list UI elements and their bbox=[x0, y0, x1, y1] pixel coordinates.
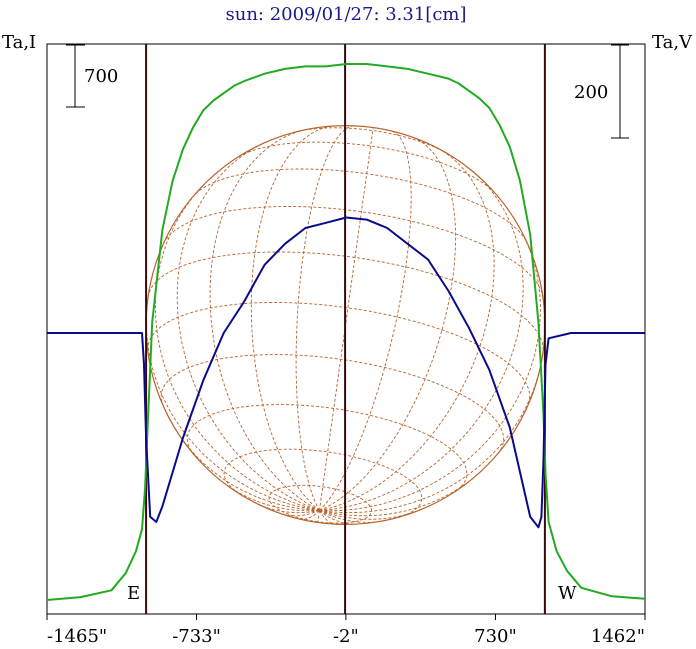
disk-meridian bbox=[319, 231, 541, 512]
disk-meridian bbox=[319, 136, 456, 512]
disk-parallel bbox=[186, 404, 468, 492]
disk-meridian bbox=[295, 125, 355, 511]
x-tick-label: 730" bbox=[474, 626, 517, 647]
solar-disk-grid bbox=[145, 124, 546, 526]
disk-meridian bbox=[176, 140, 320, 512]
disk-meridian bbox=[317, 510, 320, 523]
chart-title: sun: 2009/01/27: 3.31[cm] bbox=[225, 4, 466, 25]
disk-meridian bbox=[250, 125, 333, 511]
disk-meridian bbox=[282, 510, 320, 517]
data-series bbox=[46, 63, 646, 601]
disk-meridian bbox=[209, 130, 320, 511]
disk-parallel bbox=[268, 484, 372, 524]
disk-parallel bbox=[163, 206, 544, 297]
left-axis-label: Ta,I bbox=[2, 32, 36, 53]
x-tick-label: -1465" bbox=[47, 626, 107, 647]
scale-bar-right: 200 bbox=[574, 44, 629, 139]
disk-meridian bbox=[302, 510, 320, 520]
disk-parallel bbox=[195, 168, 527, 241]
scale-bar-right-label: 200 bbox=[574, 82, 608, 103]
reference-lines bbox=[145, 44, 546, 614]
disk-meridian bbox=[319, 510, 354, 525]
disk-parallel bbox=[294, 127, 449, 155]
x-tick-label: -2" bbox=[333, 626, 359, 647]
x-axis-ticks: -1465" -733" -2" 730" 1462" bbox=[46, 614, 646, 647]
x-tick-label: -733" bbox=[172, 626, 221, 647]
east-label: E bbox=[127, 583, 140, 604]
disk-meridian bbox=[145, 297, 320, 512]
disk-parallel bbox=[160, 354, 505, 454]
x-tick-label: 1462" bbox=[591, 626, 645, 647]
disk-meridian bbox=[319, 149, 495, 512]
disk-meridian bbox=[319, 508, 423, 520]
disk-parallel bbox=[238, 141, 495, 193]
disk-meridian bbox=[319, 168, 524, 512]
disk-parallel bbox=[147, 302, 531, 404]
disk-meridian bbox=[319, 352, 544, 514]
disk-meridian bbox=[155, 186, 320, 512]
disk-meridian bbox=[319, 130, 412, 511]
disk-meridian bbox=[319, 510, 334, 525]
series-polarization-line bbox=[47, 216, 645, 529]
disk-meridian bbox=[173, 426, 320, 512]
scale-bar-left-label: 700 bbox=[84, 66, 118, 87]
series-intensity-line bbox=[46, 63, 646, 601]
right-axis-label: Ta,V bbox=[652, 32, 693, 53]
disk-meridian bbox=[318, 127, 374, 511]
disk-meridian bbox=[319, 510, 383, 523]
west-label: W bbox=[558, 583, 577, 604]
scale-bar-left: 700 bbox=[66, 44, 118, 108]
disk-meridian bbox=[319, 469, 483, 517]
disk-meridian bbox=[255, 502, 320, 514]
